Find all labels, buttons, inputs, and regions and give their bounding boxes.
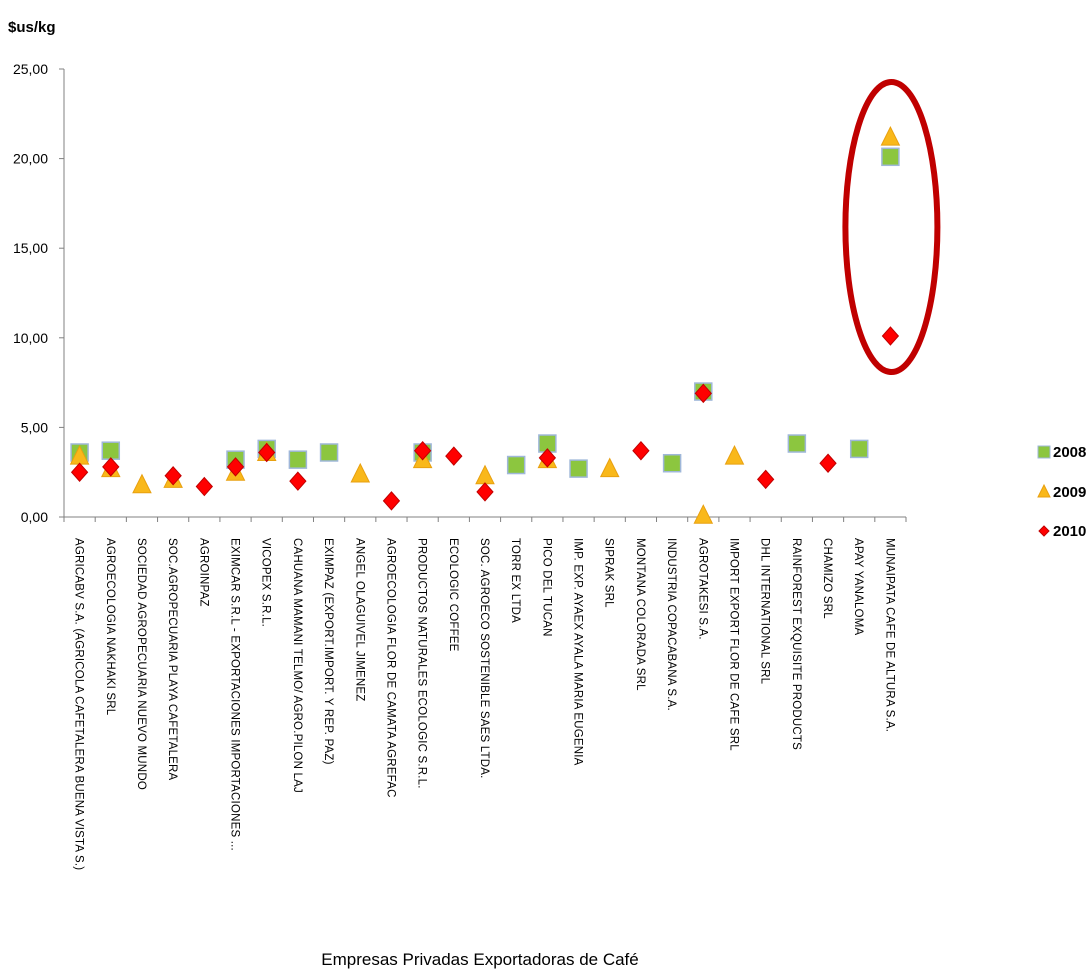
x-category-label: DHL INTERNATIONAL SRL [759, 538, 771, 685]
x-category-label: SOCIEDAD AGROPECUARIA NUEVO MUNDO [135, 538, 147, 790]
x-category-label: AGROTAKESI S.A. [696, 538, 708, 640]
x-category-label: EXIMCAR S.R.L - EXPORTACIONES IMPORTACIO… [229, 538, 241, 851]
point-2009 [350, 462, 371, 483]
highlight-layer [842, 79, 941, 375]
point-2010 [226, 457, 245, 477]
legend-label: 2008 [1053, 444, 1086, 461]
point-2008 [787, 434, 807, 453]
legend-label: 2009 [1053, 484, 1086, 501]
y-tick-label: 5,00 [21, 419, 48, 435]
point-2010 [289, 471, 307, 491]
point-2008 [849, 439, 869, 459]
y-tick-labels: 0,00 5,00 10,00 15,00 20,00 25,00 [13, 61, 48, 525]
x-category-label: APAY YANALOMA [852, 538, 864, 636]
y-tick-label: 15,00 [13, 240, 48, 256]
x-category-label: RAINFOREST EXQUISITE PRODUCTS [790, 538, 802, 750]
point-2008 [319, 443, 339, 462]
point-2009 [693, 504, 714, 524]
legend-label: 2010 [1053, 523, 1086, 540]
point-2009 [132, 473, 152, 494]
point-2010 [445, 446, 463, 466]
point-2009 [475, 464, 495, 485]
x-category-label: SIPRAK SRL [603, 538, 615, 608]
x-category-label: PICO DEL TUCAN [540, 538, 552, 637]
point-2008 [101, 441, 121, 460]
x-category-label: IMPORT EXPORT FLOR DE CAFE SRL [727, 538, 739, 751]
point-2010 [102, 457, 120, 477]
point-2010 [819, 453, 837, 473]
y-tick-label: 20,00 [13, 151, 48, 167]
point-2010 [258, 442, 276, 463]
x-category-label: MONTANA COLORADA SRL [634, 538, 646, 691]
point-2010 [632, 440, 650, 461]
x-category-label: INDUSTRIA COPACABANA S.A. [665, 538, 677, 711]
point-2010 [195, 476, 214, 497]
point-2009 [724, 444, 745, 465]
x-category-label: EXIMPAZ (EXPORT.IMPORT. Y REP. PAZ) [322, 538, 334, 765]
point-2010 [756, 469, 775, 490]
point-2010 [476, 482, 494, 502]
point-2009 [599, 457, 620, 478]
y-tick-label: 25,00 [13, 61, 48, 77]
x-category-label: TORR EX LTDA [509, 538, 521, 623]
x-category-label: MUNAIPATA CAFE DE ALTURA S.A. [883, 538, 895, 732]
x-category-label: ANGEL OLAGUIVEL JIMENEZ [353, 538, 365, 702]
y-tick-label: 0,00 [21, 509, 48, 525]
point-2010 [538, 448, 557, 468]
point-2008 [569, 459, 588, 478]
x-category-label: IMP. EXP. AYAEX AYALA MARIA EUGENIA [572, 538, 584, 766]
x-category-label: CAHUANA MAMANI TELMO/ AGRO.PILON LAJ [291, 538, 303, 793]
y-unit-label: $us/kg [8, 19, 56, 36]
point-2008 [506, 455, 526, 475]
x-category-label: CHAMIZO SRL [821, 538, 833, 619]
point-2010 [164, 466, 182, 486]
x-category-label: VICOPEX S.R.L. [260, 538, 272, 627]
x-category-label: PRODUCTOS NATURALES ECOLOGIC S.R.L. [416, 538, 428, 789]
point-2008 [662, 453, 682, 473]
x-category-label: ECOLOGIC COFFEE [447, 538, 459, 652]
x-category-label: SOC. AGROECO SOSTENIBLE SAES LTDA. [478, 538, 490, 778]
point-2008 [881, 147, 900, 167]
point-2010 [70, 462, 89, 482]
data-points [69, 125, 901, 524]
x-category-label: AGROECOLOGIA FLOR DE CAMATA AGREFAC [384, 538, 396, 798]
y-tick-label: 10,00 [13, 330, 48, 346]
legend: 2008 2009 2010 [1037, 444, 1086, 540]
legend-marker-2010 [1038, 525, 1050, 537]
legend-marker-2009 [1037, 483, 1051, 498]
x-axis-title: Empresas Privadas Exportadoras de Café [321, 950, 639, 969]
axes [59, 68, 907, 522]
point-2010 [413, 440, 432, 461]
x-category-labels: AGRICABV S.A. (AGRICOLA CAFETALERA BUENA… [73, 538, 896, 870]
point-2010 [382, 491, 401, 511]
legend-marker-2008 [1037, 445, 1051, 459]
x-category-label: AGROINPAZ [197, 538, 209, 607]
point-2010 [694, 383, 712, 404]
point-2009 [880, 125, 901, 146]
x-category-label: AGRICABV S.A. (AGRICOLA CAFETALERA BUENA… [73, 538, 85, 870]
x-category-label: SOC.AGROPECUARIA PLAYA CAFETALERA [166, 538, 178, 781]
highlight-ellipse [842, 79, 941, 375]
point-2010 [881, 326, 900, 346]
x-category-label: AGROECOLOGIA NAKHAKI SRL [104, 538, 116, 716]
point-2008 [288, 450, 308, 469]
